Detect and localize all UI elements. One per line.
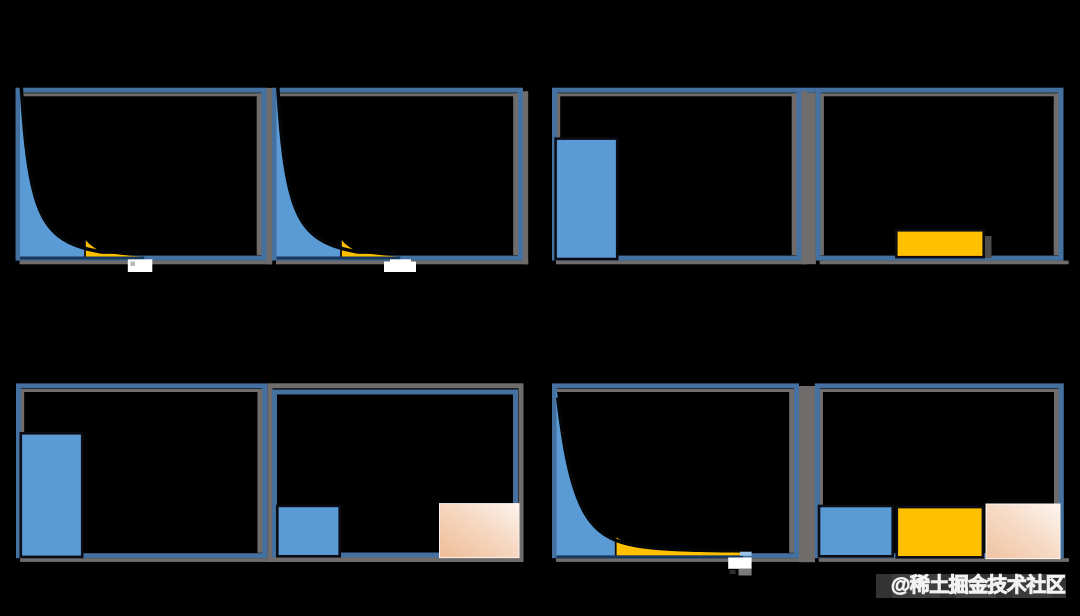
svg-text:@稀土掘金技术社区: @稀土掘金技术社区: [891, 573, 1066, 597]
